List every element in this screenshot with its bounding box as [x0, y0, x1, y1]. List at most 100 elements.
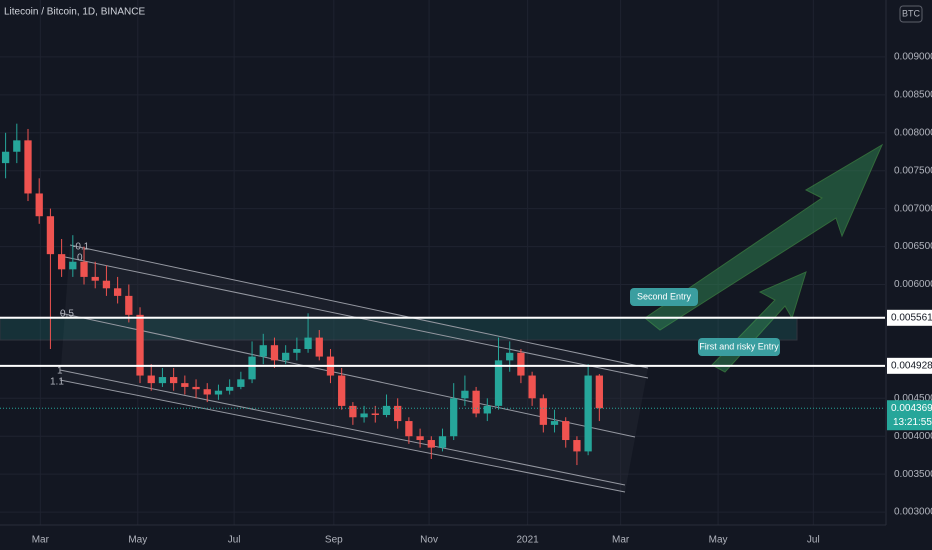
candle-body: [125, 295, 133, 315]
candle-body: [517, 352, 525, 376]
candle-body: [360, 413, 368, 418]
axes: 0.009000 0.008500 0.008000 0.007500 0.007000…: [32, 52, 932, 546]
x-tick-label: Mar: [612, 535, 630, 546]
candle-body: [57, 254, 66, 270]
currency-box: [899, 5, 923, 23]
candle-body: [550, 421, 559, 425]
currency: BTC: [902, 8, 921, 18]
y-tick-label: 0.006500: [894, 241, 932, 252]
candle-body: [539, 398, 547, 425]
last-price-label: 0.004369: [891, 403, 932, 414]
countdown: 13:21:55: [893, 417, 932, 428]
candle-body: [472, 390, 480, 414]
x-tick-label: May: [128, 535, 147, 546]
candle-body: [349, 405, 357, 418]
candle-body: [270, 345, 279, 361]
level-label: 0.005561: [891, 312, 932, 323]
candle-body: [136, 314, 144, 376]
candle-body: [338, 375, 346, 406]
levels: [0, 316, 885, 409]
candle-body: [113, 288, 122, 296]
candle-body: [169, 377, 178, 384]
x-tick-label: 2021: [517, 535, 540, 546]
x-tick-label: Nov: [420, 535, 438, 546]
candle-body: [427, 440, 435, 448]
x-tick-label: Mar: [32, 535, 50, 546]
candle-body: [405, 421, 413, 437]
candle-body: [562, 421, 570, 441]
channel-line: [59, 369, 626, 486]
y-tick-label: 0.008500: [894, 89, 932, 100]
candle-body: [461, 390, 469, 399]
x-tick-label: Jul: [228, 535, 241, 546]
channel-line: [59, 379, 626, 493]
candle-body: [259, 345, 267, 357]
y-tick-label: 0.004000: [894, 431, 932, 442]
candle-body: [282, 352, 290, 361]
candle-body: [416, 436, 424, 441]
y-tick-label: 0.007500: [894, 165, 932, 176]
level-label: 0.004928: [891, 360, 932, 371]
candles: [1, 123, 603, 466]
candle-body: [382, 405, 391, 415]
candle-body: [226, 386, 234, 391]
candle-body: [293, 348, 301, 353]
channel-label: -0.1: [72, 242, 90, 253]
grid: [0, 0, 885, 525]
zone: [0, 316, 798, 341]
candle-body: [69, 261, 77, 270]
candle-body: [35, 193, 43, 217]
y-tick-label: 0.009000: [894, 52, 932, 63]
candle-body: [483, 405, 491, 414]
candle-body: [595, 375, 603, 409]
candle-body: [80, 261, 88, 277]
x-tick-label: Sep: [325, 535, 343, 546]
candle-body: [506, 352, 514, 361]
candle-body: [181, 383, 189, 387]
candle-body: [248, 356, 256, 380]
candle-body: [528, 375, 536, 399]
y-tick-label: 0.003500: [894, 469, 932, 480]
candle-body: [91, 276, 99, 281]
candle-body: [371, 413, 379, 415]
channel-label: 1.1: [50, 377, 64, 388]
y-tick-label: 0.006000: [894, 279, 932, 290]
candle-body: [450, 398, 458, 437]
candle-body: [315, 337, 323, 357]
y-tick-label: 0.004500: [894, 393, 932, 404]
candle-body: [573, 440, 581, 452]
candle-body: [237, 379, 245, 387]
candle-body: [102, 280, 111, 289]
candle-body: [1, 151, 10, 164]
candle-body: [13, 140, 21, 152]
y-tick-label: 0.003000: [894, 507, 932, 518]
candle-body: [214, 390, 223, 395]
candle-body: [24, 140, 32, 194]
channel-fill: [60, 245, 648, 492]
channel-line: [59, 312, 636, 438]
candle-body: [147, 375, 155, 384]
level-tag: [887, 357, 932, 374]
annotation: First and risky Entry: [699, 341, 779, 351]
level-tag: [887, 309, 932, 326]
candle-body: [203, 389, 211, 395]
annotation-box: [630, 288, 698, 306]
channel-line: [69, 244, 649, 369]
candle-body: [494, 360, 503, 406]
annotation-box: [698, 338, 780, 356]
channel-label: 0.5: [60, 309, 74, 320]
x-tick-label: May: [709, 535, 728, 546]
candle-body: [438, 436, 447, 448]
y-tick-label: 0.007000: [894, 203, 932, 214]
x-tick-label: Jul: [807, 535, 820, 546]
candle-body: [394, 405, 402, 422]
arrow: [644, 143, 884, 331]
channel-label: 1: [57, 366, 63, 377]
candle-body: [304, 337, 312, 349]
annotation: Second Entry: [637, 291, 692, 301]
chart-title: Litecoin / Bitcoin, 1D, BINANCE: [4, 7, 145, 18]
channel-label: 0: [77, 253, 83, 264]
candle-body: [46, 216, 55, 255]
